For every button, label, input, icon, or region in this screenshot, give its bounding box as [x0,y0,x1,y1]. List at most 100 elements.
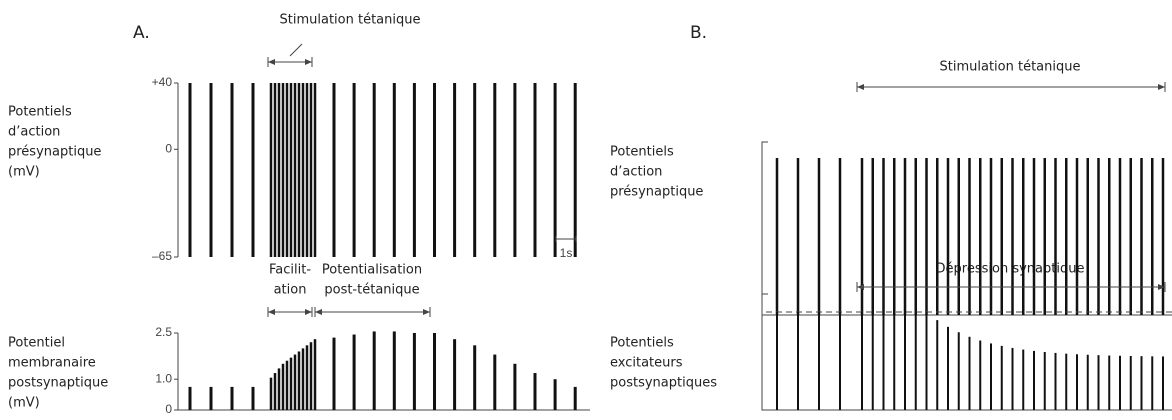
epsp-bar [313,339,317,410]
spike [914,158,917,315]
spike [493,83,497,257]
spike [412,83,416,257]
spike [277,83,281,257]
stimulation-label: Stimulation tétanique [940,60,1081,75]
y-tick-label: –65 [152,249,172,263]
spike [269,83,273,257]
epsp-bar [352,334,356,410]
axis-label-line: ation [274,283,307,298]
spike [1108,158,1111,315]
spike [1086,158,1089,315]
spike [1000,158,1003,315]
spike [301,83,305,257]
spike [1161,158,1165,315]
epsp-bar [230,386,234,410]
axis-label-line: présynaptique [8,145,101,160]
y-tick-label: 0 [165,402,172,416]
epsp-bar [309,342,313,410]
epsp-bar [297,351,301,410]
spike [946,158,950,315]
axis-label-line: Potentiel [8,336,65,351]
spike [1097,158,1100,315]
epsp-bar [553,379,557,410]
axis-label-line: Potentialisation [322,263,422,278]
y-tick-label: 2.5 [155,325,172,339]
trace-axis [761,293,1172,411]
spike [1032,158,1036,315]
spike [1140,158,1143,315]
axis-label-line: post-tétanique [324,283,419,298]
spike [871,158,874,315]
spike [533,83,537,257]
spike [796,158,800,315]
axis-label-line: (mV) [8,396,40,411]
scale-bar [555,236,577,242]
axis-label-line: postsynaptiques [610,376,717,391]
spike [513,83,517,257]
spike [281,83,285,257]
spike [968,158,971,315]
spike [1129,158,1132,315]
epsp-bar [493,354,497,410]
epsp-bar [188,386,192,410]
epsp-bar [433,333,436,410]
epsp-bar [273,373,277,410]
spike [305,83,309,257]
spike [332,83,336,257]
y-tick-label: 0 [165,141,172,155]
pointer [289,43,303,57]
panel-label: B. [690,23,707,43]
spike [309,83,313,257]
spike [1054,158,1057,315]
time-scale-label: 1s [560,246,573,260]
epsp-bar [305,345,309,410]
spike [882,158,885,315]
epsp-bar [285,360,289,410]
epsp-bar [513,363,517,410]
epsp-bar [269,377,273,410]
spike [293,83,297,257]
spike [1022,158,1025,315]
spike [1118,158,1122,315]
spike [392,83,396,257]
y-tick-label: 1.0 [155,371,172,385]
epsp-bar [209,386,213,410]
epsp-bar [392,331,396,410]
axis-label-line: excitateurs [610,356,683,371]
spike [903,158,907,315]
spike [936,158,939,315]
spike [1043,158,1046,315]
spike [473,83,477,257]
epsp-bar [453,339,457,410]
axis-label-line: d’action [8,125,60,140]
axis-label-line: membranaire [8,356,96,371]
spike [979,158,982,315]
axis-label-line: Facilit- [269,263,311,278]
spike [925,158,928,315]
spike [893,158,896,315]
spike [230,83,234,257]
spike [989,158,993,315]
epsp-bar [281,363,285,410]
spike [838,158,842,315]
panel-label: A. [133,23,150,43]
epsp-bar [533,373,537,410]
epsp-bar [473,345,477,410]
spike [352,83,356,257]
spike [273,83,277,257]
depression-label: Dépression synaptique [936,262,1085,277]
epsp-bar [301,348,305,410]
axis-label-line: postsynaptique [8,376,108,391]
stimulation-label: Stimulation tétanique [280,13,421,28]
trace-axis [761,141,1172,316]
epsp-bar [573,386,577,410]
spike [957,158,960,315]
epsp-bar [251,386,255,410]
spike [860,158,864,315]
spike [1011,158,1014,315]
axis-label-line: Potentiels [610,145,674,160]
axis-label-line: d’action [610,165,662,180]
spike [1151,158,1154,315]
spike [297,83,301,257]
